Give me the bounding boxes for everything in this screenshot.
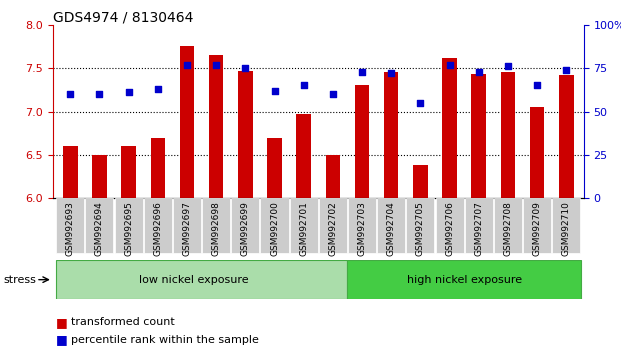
Bar xyxy=(325,155,340,198)
Text: transformed count: transformed count xyxy=(71,317,175,327)
Point xyxy=(182,62,192,68)
FancyBboxPatch shape xyxy=(319,198,347,253)
Point xyxy=(386,70,396,76)
FancyBboxPatch shape xyxy=(552,198,580,253)
FancyBboxPatch shape xyxy=(289,198,318,253)
Bar xyxy=(530,107,545,198)
Point xyxy=(270,88,279,93)
FancyBboxPatch shape xyxy=(377,198,405,253)
Text: high nickel exposure: high nickel exposure xyxy=(407,275,522,285)
Bar xyxy=(384,73,399,198)
FancyBboxPatch shape xyxy=(232,198,260,253)
Text: GSM992705: GSM992705 xyxy=(416,201,425,256)
Text: GSM992697: GSM992697 xyxy=(183,201,191,256)
Bar xyxy=(559,75,574,198)
Text: GSM992707: GSM992707 xyxy=(474,201,483,256)
FancyBboxPatch shape xyxy=(86,198,114,253)
Text: GSM992698: GSM992698 xyxy=(212,201,220,256)
Text: GSM992699: GSM992699 xyxy=(241,201,250,256)
FancyBboxPatch shape xyxy=(115,198,143,253)
FancyBboxPatch shape xyxy=(465,198,492,253)
Point xyxy=(153,86,163,92)
Text: percentile rank within the sample: percentile rank within the sample xyxy=(71,335,260,345)
FancyBboxPatch shape xyxy=(173,198,201,253)
Point xyxy=(328,91,338,97)
Bar xyxy=(121,146,136,198)
Point xyxy=(211,62,221,68)
Point xyxy=(299,82,309,88)
Text: ■: ■ xyxy=(56,316,68,329)
FancyBboxPatch shape xyxy=(348,198,376,253)
Bar xyxy=(92,155,107,198)
Bar xyxy=(471,74,486,198)
Text: GSM992709: GSM992709 xyxy=(533,201,542,256)
Text: GSM992702: GSM992702 xyxy=(329,201,337,256)
Point xyxy=(357,69,367,74)
Point xyxy=(415,100,425,105)
Text: GSM992695: GSM992695 xyxy=(124,201,133,256)
Text: ■: ■ xyxy=(56,333,68,346)
Point xyxy=(532,82,542,88)
Bar xyxy=(442,58,457,198)
Point xyxy=(94,91,104,97)
Bar xyxy=(267,137,282,198)
Text: GSM992693: GSM992693 xyxy=(66,201,75,256)
Bar xyxy=(63,146,78,198)
FancyBboxPatch shape xyxy=(57,198,84,253)
Point xyxy=(445,62,455,68)
FancyBboxPatch shape xyxy=(523,198,551,253)
FancyBboxPatch shape xyxy=(406,198,434,253)
Bar xyxy=(150,137,165,198)
Point xyxy=(124,90,134,95)
Bar xyxy=(179,46,194,198)
FancyBboxPatch shape xyxy=(202,198,230,253)
Text: GSM992700: GSM992700 xyxy=(270,201,279,256)
FancyBboxPatch shape xyxy=(56,260,347,299)
Point xyxy=(65,91,75,97)
FancyBboxPatch shape xyxy=(347,260,581,299)
Text: GSM992710: GSM992710 xyxy=(562,201,571,256)
FancyBboxPatch shape xyxy=(435,198,463,253)
Text: GSM992706: GSM992706 xyxy=(445,201,454,256)
Text: GSM992704: GSM992704 xyxy=(387,201,396,256)
Point xyxy=(503,64,513,69)
Text: GSM992703: GSM992703 xyxy=(358,201,366,256)
Point xyxy=(561,67,571,73)
Point xyxy=(240,65,250,71)
Text: GSM992701: GSM992701 xyxy=(299,201,308,256)
Bar xyxy=(296,114,311,198)
Text: GSM992708: GSM992708 xyxy=(504,201,512,256)
Text: stress: stress xyxy=(3,275,36,285)
Text: low nickel exposure: low nickel exposure xyxy=(140,275,249,285)
FancyBboxPatch shape xyxy=(144,198,172,253)
Point xyxy=(474,69,484,74)
Bar xyxy=(355,86,369,198)
Bar xyxy=(209,55,224,198)
Bar xyxy=(413,165,428,198)
Text: GSM992696: GSM992696 xyxy=(153,201,162,256)
Text: GSM992694: GSM992694 xyxy=(95,201,104,256)
FancyBboxPatch shape xyxy=(260,198,289,253)
Text: GDS4974 / 8130464: GDS4974 / 8130464 xyxy=(53,11,193,25)
Bar xyxy=(501,73,515,198)
FancyBboxPatch shape xyxy=(494,198,522,253)
Bar xyxy=(238,71,253,198)
